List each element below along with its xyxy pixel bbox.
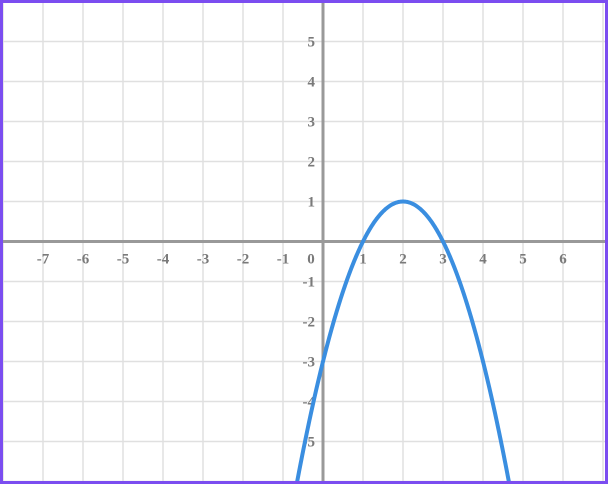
x-tick-label: -6 [77, 252, 90, 268]
x-tick-label: -2 [237, 252, 250, 268]
y-tick-label: 4 [308, 75, 316, 91]
x-tick-label: 2 [399, 252, 407, 268]
x-tick-label: 3 [439, 252, 447, 268]
x-tick-label: 4 [479, 252, 487, 268]
x-tick-label: 6 [559, 252, 567, 268]
y-tick-label: -3 [303, 355, 316, 371]
x-tick-label: -5 [117, 252, 130, 268]
y-tick-label: 3 [308, 115, 316, 131]
y-tick-label: 2 [308, 155, 316, 171]
y-tick-label: -1 [303, 275, 316, 291]
x-tick-label: 1 [359, 252, 367, 268]
x-tick-label: -4 [157, 252, 170, 268]
x-tick-label: 0 [307, 252, 315, 268]
x-tick-label: -7 [37, 252, 50, 268]
y-tick-label: 1 [308, 195, 316, 211]
parabola-curve [295, 199, 511, 481]
x-tick-label: -3 [197, 252, 210, 268]
x-tick-label: 5 [519, 252, 527, 268]
y-tick-label: 5 [308, 35, 316, 51]
x-tick-label: -1 [277, 252, 290, 268]
y-tick-label: -2 [303, 315, 316, 331]
